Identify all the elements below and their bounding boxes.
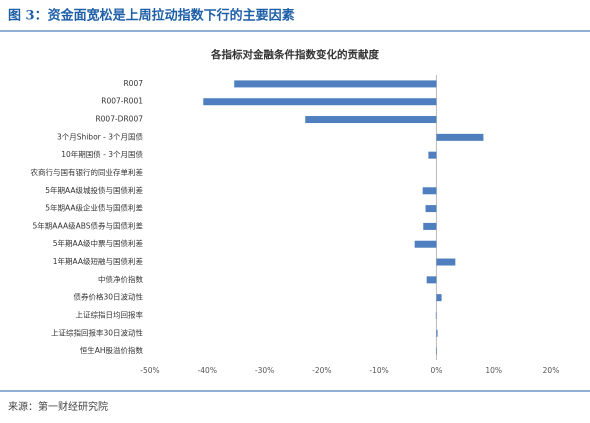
bar [436, 258, 456, 266]
y-tick-label: 3个月Shibor - 3个月国债 [57, 131, 144, 141]
y-tick-label: R007 [123, 79, 143, 88]
y-tick-label: 债券价格30日波动性 [73, 292, 143, 302]
bar [425, 205, 437, 213]
bar [423, 222, 437, 230]
x-tick-label: -50% [140, 366, 159, 375]
y-tick-label: 5年期AA级城投债与国债利差 [45, 185, 143, 195]
source-note: 来源：第一财经研究院 [8, 400, 108, 413]
x-tick-label: -40% [198, 366, 217, 375]
x-tick-label: 20% [543, 366, 560, 375]
bar [428, 151, 437, 159]
x-tick-label: 0% [430, 366, 442, 375]
bar [435, 311, 437, 319]
bar [203, 98, 437, 106]
y-tick-label: 5年期AA级企业债与国债利差 [45, 203, 143, 213]
bar [426, 276, 437, 284]
figure-caption: 图 3：资金面宽松是上周拉动指数下行的主要因素 [8, 8, 295, 24]
bar [436, 347, 438, 355]
bar [436, 294, 442, 302]
y-tick-label: 1年期AA级短融与国债利差 [53, 256, 144, 266]
y-tick-label: 恒生AH股溢价指数 [80, 345, 144, 355]
y-tick-label: 10年期国债 - 3个月国债 [61, 149, 143, 159]
y-tick-label: R007-DR007 [95, 115, 143, 124]
y-tick-label: 5年期AA级中票与国债利差 [53, 238, 144, 248]
y-tick-label: 5年期AAA级ABS债券与国债利差 [33, 220, 144, 230]
y-tick-label: R007-R001 [101, 97, 143, 106]
bar [414, 240, 437, 248]
x-tick-label: 10% [485, 366, 502, 375]
bar [436, 133, 484, 141]
x-tick-label: -30% [255, 366, 274, 375]
y-tick-label: 农商行与国有银行的同业存单利差 [31, 167, 144, 177]
x-tick-label: -10% [369, 366, 388, 375]
bar [422, 187, 437, 195]
bar [436, 329, 438, 337]
bar [305, 116, 437, 124]
y-tick-label: 上证综指日均回报率 [76, 309, 144, 319]
y-tick-label: 上证综指回报率30日波动性 [51, 327, 144, 337]
x-tick-label: -20% [312, 366, 331, 375]
bar [234, 80, 437, 88]
y-tick-label: 中债净价指数 [98, 274, 143, 284]
chart-title: 各指标对金融条件指数变化的贡献度 [210, 48, 379, 61]
